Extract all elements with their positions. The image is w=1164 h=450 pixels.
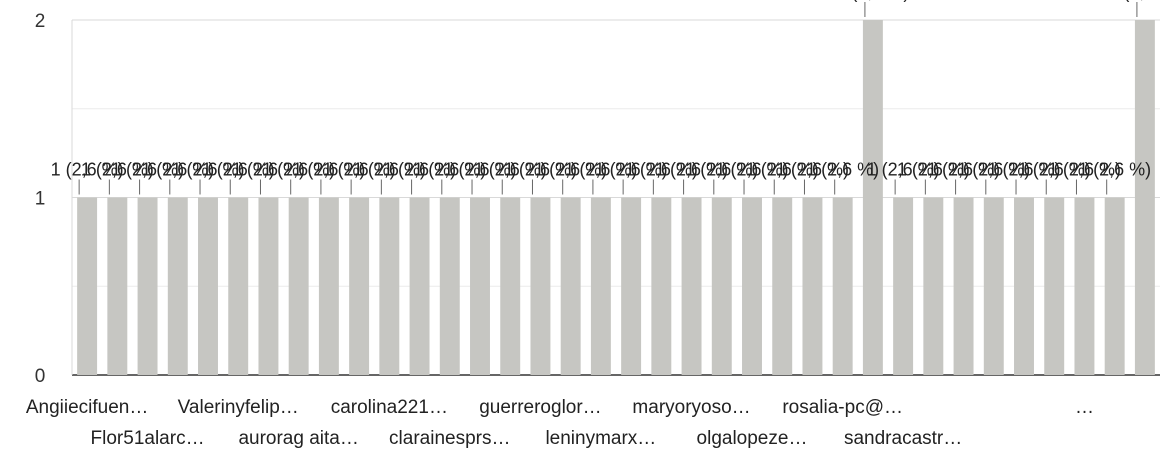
bar (802, 197, 823, 375)
data-label: 1 (2,6 %) (443, 160, 516, 180)
data-label: 1 (2,6 %) (413, 160, 486, 180)
x-tick-label: aurorag aita… (238, 428, 358, 449)
grid-lines (71, 19, 1160, 376)
bar (409, 197, 430, 375)
data-label: 1 (2,6 %) (323, 160, 396, 180)
y-tick-label: 0 (35, 366, 46, 387)
data-label: 1 (2,6 %) (1018, 160, 1091, 180)
bar (1014, 197, 1034, 375)
data-label: 1 (2,6 %) (806, 160, 879, 180)
data-label: 1 (2,6 %) (595, 160, 668, 180)
data-label: 1 (2,6 %) (111, 160, 184, 180)
x-tick-label: maryoryoso… (632, 397, 750, 418)
bar (470, 197, 490, 375)
bar (167, 197, 188, 375)
data-label: 1 (2,6 %) (51, 160, 124, 180)
x-axis-ticks: Angiiecifuen… Flor51alarc… Valerinyfelip… a… (26, 397, 1094, 449)
x-tick-label: sandracastr… (844, 428, 962, 449)
x-tick-label: olgalopeze… (697, 428, 808, 449)
bar (772, 197, 793, 375)
data-label: 1 (2,6 %) (746, 160, 819, 180)
data-label: 1 (2,6 %) (534, 160, 607, 180)
bar (1044, 197, 1065, 375)
data-label: 1 (2,6 %) (202, 160, 275, 180)
data-label: 1 (2,6 %) (655, 160, 728, 180)
bar (742, 197, 762, 375)
data-labels: 1 (2,6 %)1 (2,6 %)1 (2,6 %)1 (2,6 %)1 (2… (51, 0, 1164, 195)
data-label: 2 (5,1 %) (836, 0, 909, 2)
bar (349, 197, 370, 375)
y-axis-ticks: 0 1 2 (35, 11, 46, 387)
x-tick-label: Flor51alarc… (91, 428, 205, 449)
data-label: 1 (2,6 %) (867, 160, 940, 180)
data-label: 1 (2,6 %) (897, 160, 970, 180)
bar (228, 197, 249, 375)
bar (258, 197, 279, 375)
bar (1074, 197, 1095, 375)
data-label: 1 (2,6 %) (504, 160, 577, 180)
data-label: 1 (2,6 %) (685, 160, 758, 180)
data-label: 1 (2,6 %) (927, 160, 1000, 180)
data-label: 1 (2,6 %) (957, 160, 1030, 180)
x-tick-label: leninymarx… (545, 428, 656, 449)
x-tick-label: carolina221… (331, 397, 448, 418)
data-label: 1 (2,6 %) (715, 160, 788, 180)
data-label: 1 (2,6 %) (564, 160, 637, 180)
data-label: 1 (2,6 %) (383, 160, 456, 180)
x-tick-label: Valerinyfelip… (178, 397, 299, 418)
x-tick-label: rosalia-pc@… (782, 397, 903, 418)
bar (1134, 20, 1155, 375)
x-tick-label: … (1075, 397, 1094, 418)
bar (107, 197, 128, 375)
bar (621, 197, 642, 375)
bar (651, 197, 672, 375)
x-tick-label: guerreroglor… (479, 397, 602, 418)
bar (862, 20, 883, 375)
bar (983, 197, 1004, 375)
data-label: 1 (2,6 %) (1078, 160, 1151, 180)
data-label: 1 (2,6 %) (776, 160, 849, 180)
bar (439, 197, 460, 375)
y-tick-label: 2 (35, 11, 46, 32)
bar (500, 197, 521, 375)
bar (953, 197, 974, 375)
bar (530, 197, 551, 375)
data-label: 1 (2,6 %) (353, 160, 426, 180)
data-label: 1 (2,6 %) (262, 160, 335, 180)
data-label: 1 (2,6 %) (232, 160, 305, 180)
data-label: 1 (2,6 %) (987, 160, 1060, 180)
bar (318, 197, 339, 375)
bar (198, 197, 218, 375)
data-label: 1 (2,6 %) (141, 160, 214, 180)
bar (137, 197, 158, 375)
bar (923, 197, 944, 375)
bar (832, 197, 853, 375)
x-tick-label: Angiiecifuen… (26, 397, 149, 418)
data-label: 1 (2,6 %) (171, 160, 244, 180)
bar (560, 197, 581, 375)
data-label: 1 (2,6 %) (292, 160, 365, 180)
bar (1104, 197, 1125, 375)
data-label: 1 (2,6 %) (1048, 160, 1121, 180)
bar (711, 197, 732, 375)
data-label: 1 (2,6 %) (81, 160, 154, 180)
bar (288, 197, 309, 375)
y-tick-label: 1 (35, 189, 46, 210)
bars (77, 20, 1155, 375)
bar (77, 197, 98, 375)
x-tick-label: clarainesprs… (389, 428, 510, 449)
bar (590, 197, 611, 375)
data-label: 1 (2,6 %) (474, 160, 547, 180)
data-label: 2 (5,1 %) (1108, 0, 1164, 2)
bar (379, 197, 400, 375)
data-label: 1 (2,6 %) (625, 160, 698, 180)
bar (681, 197, 702, 375)
bar (893, 197, 914, 375)
